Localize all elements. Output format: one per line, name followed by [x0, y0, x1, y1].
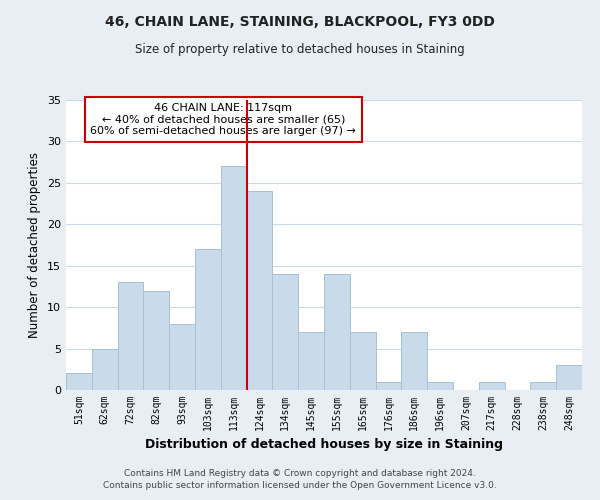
Bar: [118, 282, 143, 390]
Bar: [401, 332, 427, 390]
Bar: [350, 332, 376, 390]
Text: Size of property relative to detached houses in Staining: Size of property relative to detached ho…: [135, 42, 465, 56]
Text: Contains public sector information licensed under the Open Government Licence v3: Contains public sector information licen…: [103, 481, 497, 490]
Bar: [427, 382, 453, 390]
Bar: [272, 274, 298, 390]
Bar: [376, 382, 401, 390]
Bar: [221, 166, 247, 390]
Y-axis label: Number of detached properties: Number of detached properties: [28, 152, 41, 338]
Text: Contains HM Land Registry data © Crown copyright and database right 2024.: Contains HM Land Registry data © Crown c…: [124, 468, 476, 477]
Text: 46 CHAIN LANE: 117sqm
← 40% of detached houses are smaller (65)
60% of semi-deta: 46 CHAIN LANE: 117sqm ← 40% of detached …: [91, 103, 356, 136]
X-axis label: Distribution of detached houses by size in Staining: Distribution of detached houses by size …: [145, 438, 503, 452]
Bar: [169, 324, 195, 390]
Bar: [143, 290, 169, 390]
Bar: [530, 382, 556, 390]
Bar: [556, 365, 582, 390]
Bar: [66, 374, 92, 390]
Text: 46, CHAIN LANE, STAINING, BLACKPOOL, FY3 0DD: 46, CHAIN LANE, STAINING, BLACKPOOL, FY3…: [105, 15, 495, 29]
Bar: [298, 332, 324, 390]
Bar: [479, 382, 505, 390]
Bar: [92, 348, 118, 390]
Bar: [324, 274, 350, 390]
Bar: [247, 191, 272, 390]
Bar: [195, 249, 221, 390]
